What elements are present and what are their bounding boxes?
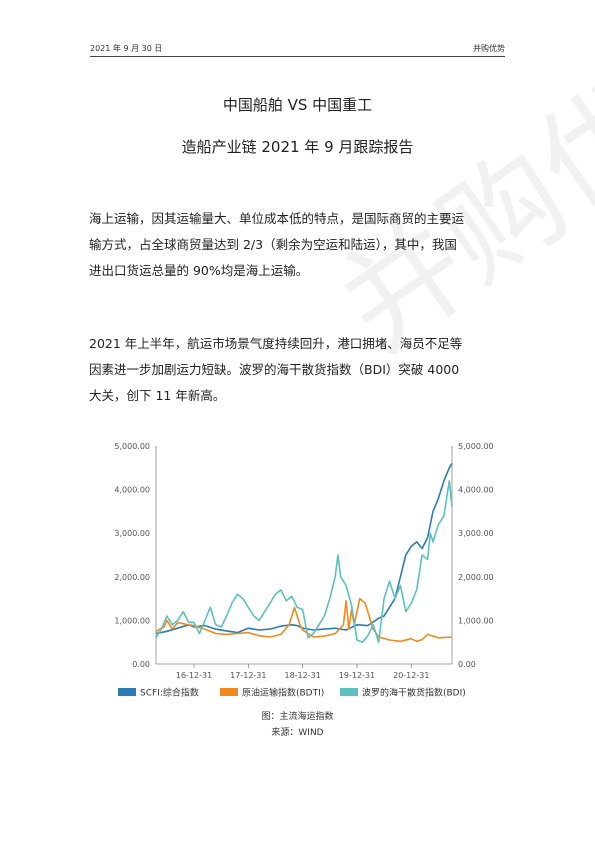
source-caption: 来源：WIND — [271, 728, 324, 738]
chart-grid — [155, 446, 453, 665]
paragraph-line: 输方式，占全球商贸量达到 2/3（剩余为空运和陆运），其中，我国 — [89, 237, 457, 252]
x-tick-label: 18-12-31 — [284, 671, 320, 680]
series-lines — [155, 462, 453, 643]
legend-label: SCFI:综合指数 — [140, 687, 199, 699]
legend-swatch — [340, 688, 358, 696]
y-right-tick-label: 5,000.00 — [458, 442, 494, 451]
legend-swatch — [118, 688, 136, 696]
y-right-ticks: 0.00 1,000.00 2,000.00 3,000.00 4,000.00 5,00… — [458, 442, 494, 669]
x-tick-label: 20-12-31 — [393, 671, 429, 680]
series-line — [155, 597, 453, 643]
x-tick-label: 16-12-31 — [176, 671, 212, 680]
y-left-tick-label: 3,000.00 — [114, 529, 150, 538]
chart-legend: SCFI:综合指数 原油运输指数(BDTI) 波罗的海干散货指数(BDI) — [118, 687, 466, 699]
y-left-ticks: 0.00 1,000.00 2,000.00 3,000.00 4,000.00 5,00… — [114, 442, 150, 669]
legend-label: 波罗的海干散货指数(BDI) — [362, 687, 466, 699]
legend-label: 原油运输指数(BDTI) — [242, 687, 324, 699]
legend-swatch — [220, 688, 238, 696]
y-right-tick-label: 4,000.00 — [458, 486, 494, 495]
y-left-tick-label: 5,000.00 — [114, 442, 150, 451]
chart-svg: 0.00 1,000.00 2,000.00 3,000.00 4,000.00 5,00… — [114, 442, 494, 699]
y-right-tick-label: 1,000.00 — [458, 616, 494, 625]
paragraph-line: 大关，创下 11 年新高。 — [89, 388, 226, 403]
report-title-line1: 中国船舶 VS 中国重工 — [222, 96, 373, 114]
y-left-tick-label: 1,000.00 — [114, 616, 150, 625]
y-left-tick-label: 2,000.00 — [114, 573, 150, 582]
y-left-tick-label: 4,000.00 — [114, 486, 150, 495]
paragraph-line: 因素进一步加剧运力短缺。波罗的海干散货指数（BDI）突破 4000 — [89, 362, 460, 377]
paragraph-2: 2021 年上半年，航运市场景气度持续回升，港口拥堵、海员不足等 因素进一步加剧… — [89, 331, 507, 409]
paragraph-line: 进出口货运总量的 90%均是海上运输。 — [89, 263, 309, 278]
x-axis-ticks: 16-12-31 17-12-31 18-12-31 19-12-31 20-12-31 — [176, 664, 429, 680]
paragraph-1: 海上运输，因其运输量大、单位成本低的特点，是国际商贸的主要运 输方式，占全球商贸… — [89, 206, 507, 284]
y-right-tick-label: 3,000.00 — [458, 529, 494, 538]
y-right-tick-label: 2,000.00 — [458, 573, 494, 582]
header-date: 2021 年 9 月 30 日 — [90, 44, 163, 53]
watermark: 并购优势 — [316, 0, 595, 378]
page-header: 2021 年 9 月 30 日 并购优势 — [90, 42, 505, 57]
y-right-tick-label: 0.00 — [458, 660, 476, 669]
y-left-tick-label: 0.00 — [132, 660, 150, 669]
x-tick-label: 19-12-31 — [339, 671, 375, 680]
paragraph-line: 海上运输，因其运输量大、单位成本低的特点，是国际商贸的主要运 — [89, 211, 465, 226]
series-line — [155, 462, 453, 635]
series-line — [155, 480, 453, 643]
figure-caption: 图：主流海运指数 — [261, 712, 334, 722]
shipping-index-chart: 0.00 1,000.00 2,000.00 3,000.00 4,000.00 5,00… — [100, 432, 510, 712]
report-title-line2: 造船产业链 2021 年 9 月跟踪报告 — [181, 138, 414, 156]
x-tick-label: 17-12-31 — [230, 671, 266, 680]
header-brand: 并购优势 — [473, 44, 505, 53]
paragraph-line: 2021 年上半年，航运市场景气度持续回升，港口拥堵、海员不足等 — [89, 336, 463, 351]
